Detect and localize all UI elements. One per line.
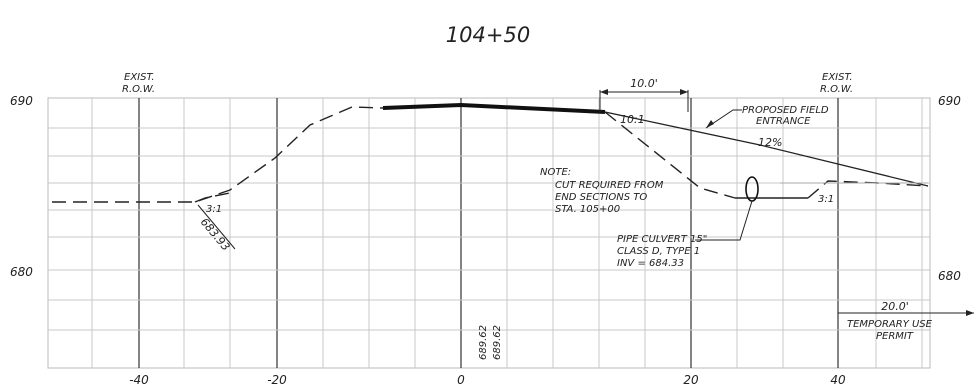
x-tick-40: 40 bbox=[830, 373, 846, 387]
temp-permit-2: PERMIT bbox=[876, 331, 914, 342]
grid-frame bbox=[47, 97, 931, 369]
x-tick-minus40: -40 bbox=[129, 373, 149, 387]
pipe-label-3: INV = 684.33 bbox=[617, 258, 684, 269]
slope-left-3-1: 3:1 bbox=[206, 204, 222, 215]
elev-left-label: 683.93 bbox=[198, 216, 233, 254]
note-line-2: CUT REQUIRED FROM bbox=[555, 180, 664, 191]
station-title: 104+50 bbox=[446, 23, 530, 47]
pipe-label-2: CLASS D, TYPE 1 bbox=[617, 246, 700, 257]
slope-right-3-1: 3:1 bbox=[818, 194, 834, 205]
temp-permit-1: TEMPORARY USE bbox=[847, 319, 933, 330]
major-vertical-lines bbox=[138, 98, 839, 368]
grade-percent: 12% bbox=[758, 136, 782, 149]
y-right-tick-680: 680 bbox=[938, 269, 961, 283]
note-line-3: END SECTIONS TO bbox=[555, 192, 647, 203]
field-entrance-line bbox=[604, 111, 929, 187]
dimension-20ft bbox=[838, 310, 974, 316]
backslope-right bbox=[807, 180, 929, 199]
row-right-label-1: EXIST. bbox=[822, 72, 853, 83]
center-elev-1: 689.62 bbox=[478, 325, 489, 360]
y-right-tick-690: 690 bbox=[938, 94, 961, 108]
horizontal-grid-lines bbox=[48, 127, 930, 331]
proposed-slope-left bbox=[52, 106, 384, 203]
x-tick-minus20: -20 bbox=[267, 373, 287, 387]
row-right-label-2: R.O.W. bbox=[820, 84, 853, 95]
elev-left-leader bbox=[197, 204, 236, 250]
x-tick-0: 0 bbox=[457, 373, 465, 387]
cut-slope-right bbox=[604, 111, 736, 199]
dimension-20ft-label: 20.0' bbox=[881, 300, 909, 313]
center-elev-2: 689.62 bbox=[492, 325, 503, 360]
note-line-4: STA. 105+00 bbox=[555, 204, 620, 215]
x-tick-20: 20 bbox=[683, 373, 699, 387]
y-left-tick-680: 680 bbox=[10, 265, 33, 279]
note-line-1: NOTE: bbox=[540, 167, 571, 178]
dimension-10ft-label: 10.0' bbox=[630, 77, 658, 90]
proposed-label-1: PROPOSED FIELD bbox=[742, 105, 829, 116]
proposed-leader bbox=[705, 109, 742, 129]
proposed-leader-arrow bbox=[706, 120, 714, 128]
pavement-top bbox=[382, 102, 606, 114]
dimension-10ft bbox=[599, 89, 689, 112]
vertical-grid-lines bbox=[91, 98, 923, 368]
row-left-label-1: EXIST. bbox=[124, 72, 155, 83]
y-left-tick-690: 690 bbox=[10, 94, 33, 108]
existing-ground-left bbox=[194, 192, 231, 203]
proposed-label-2: ENTRANCE bbox=[756, 116, 811, 127]
slope-10-1: 10:1 bbox=[620, 113, 645, 126]
pipe-leader bbox=[695, 200, 753, 241]
pipe-label-1: PIPE CULVERT 15" bbox=[617, 234, 707, 245]
row-left-label-2: R.O.W. bbox=[122, 84, 155, 95]
